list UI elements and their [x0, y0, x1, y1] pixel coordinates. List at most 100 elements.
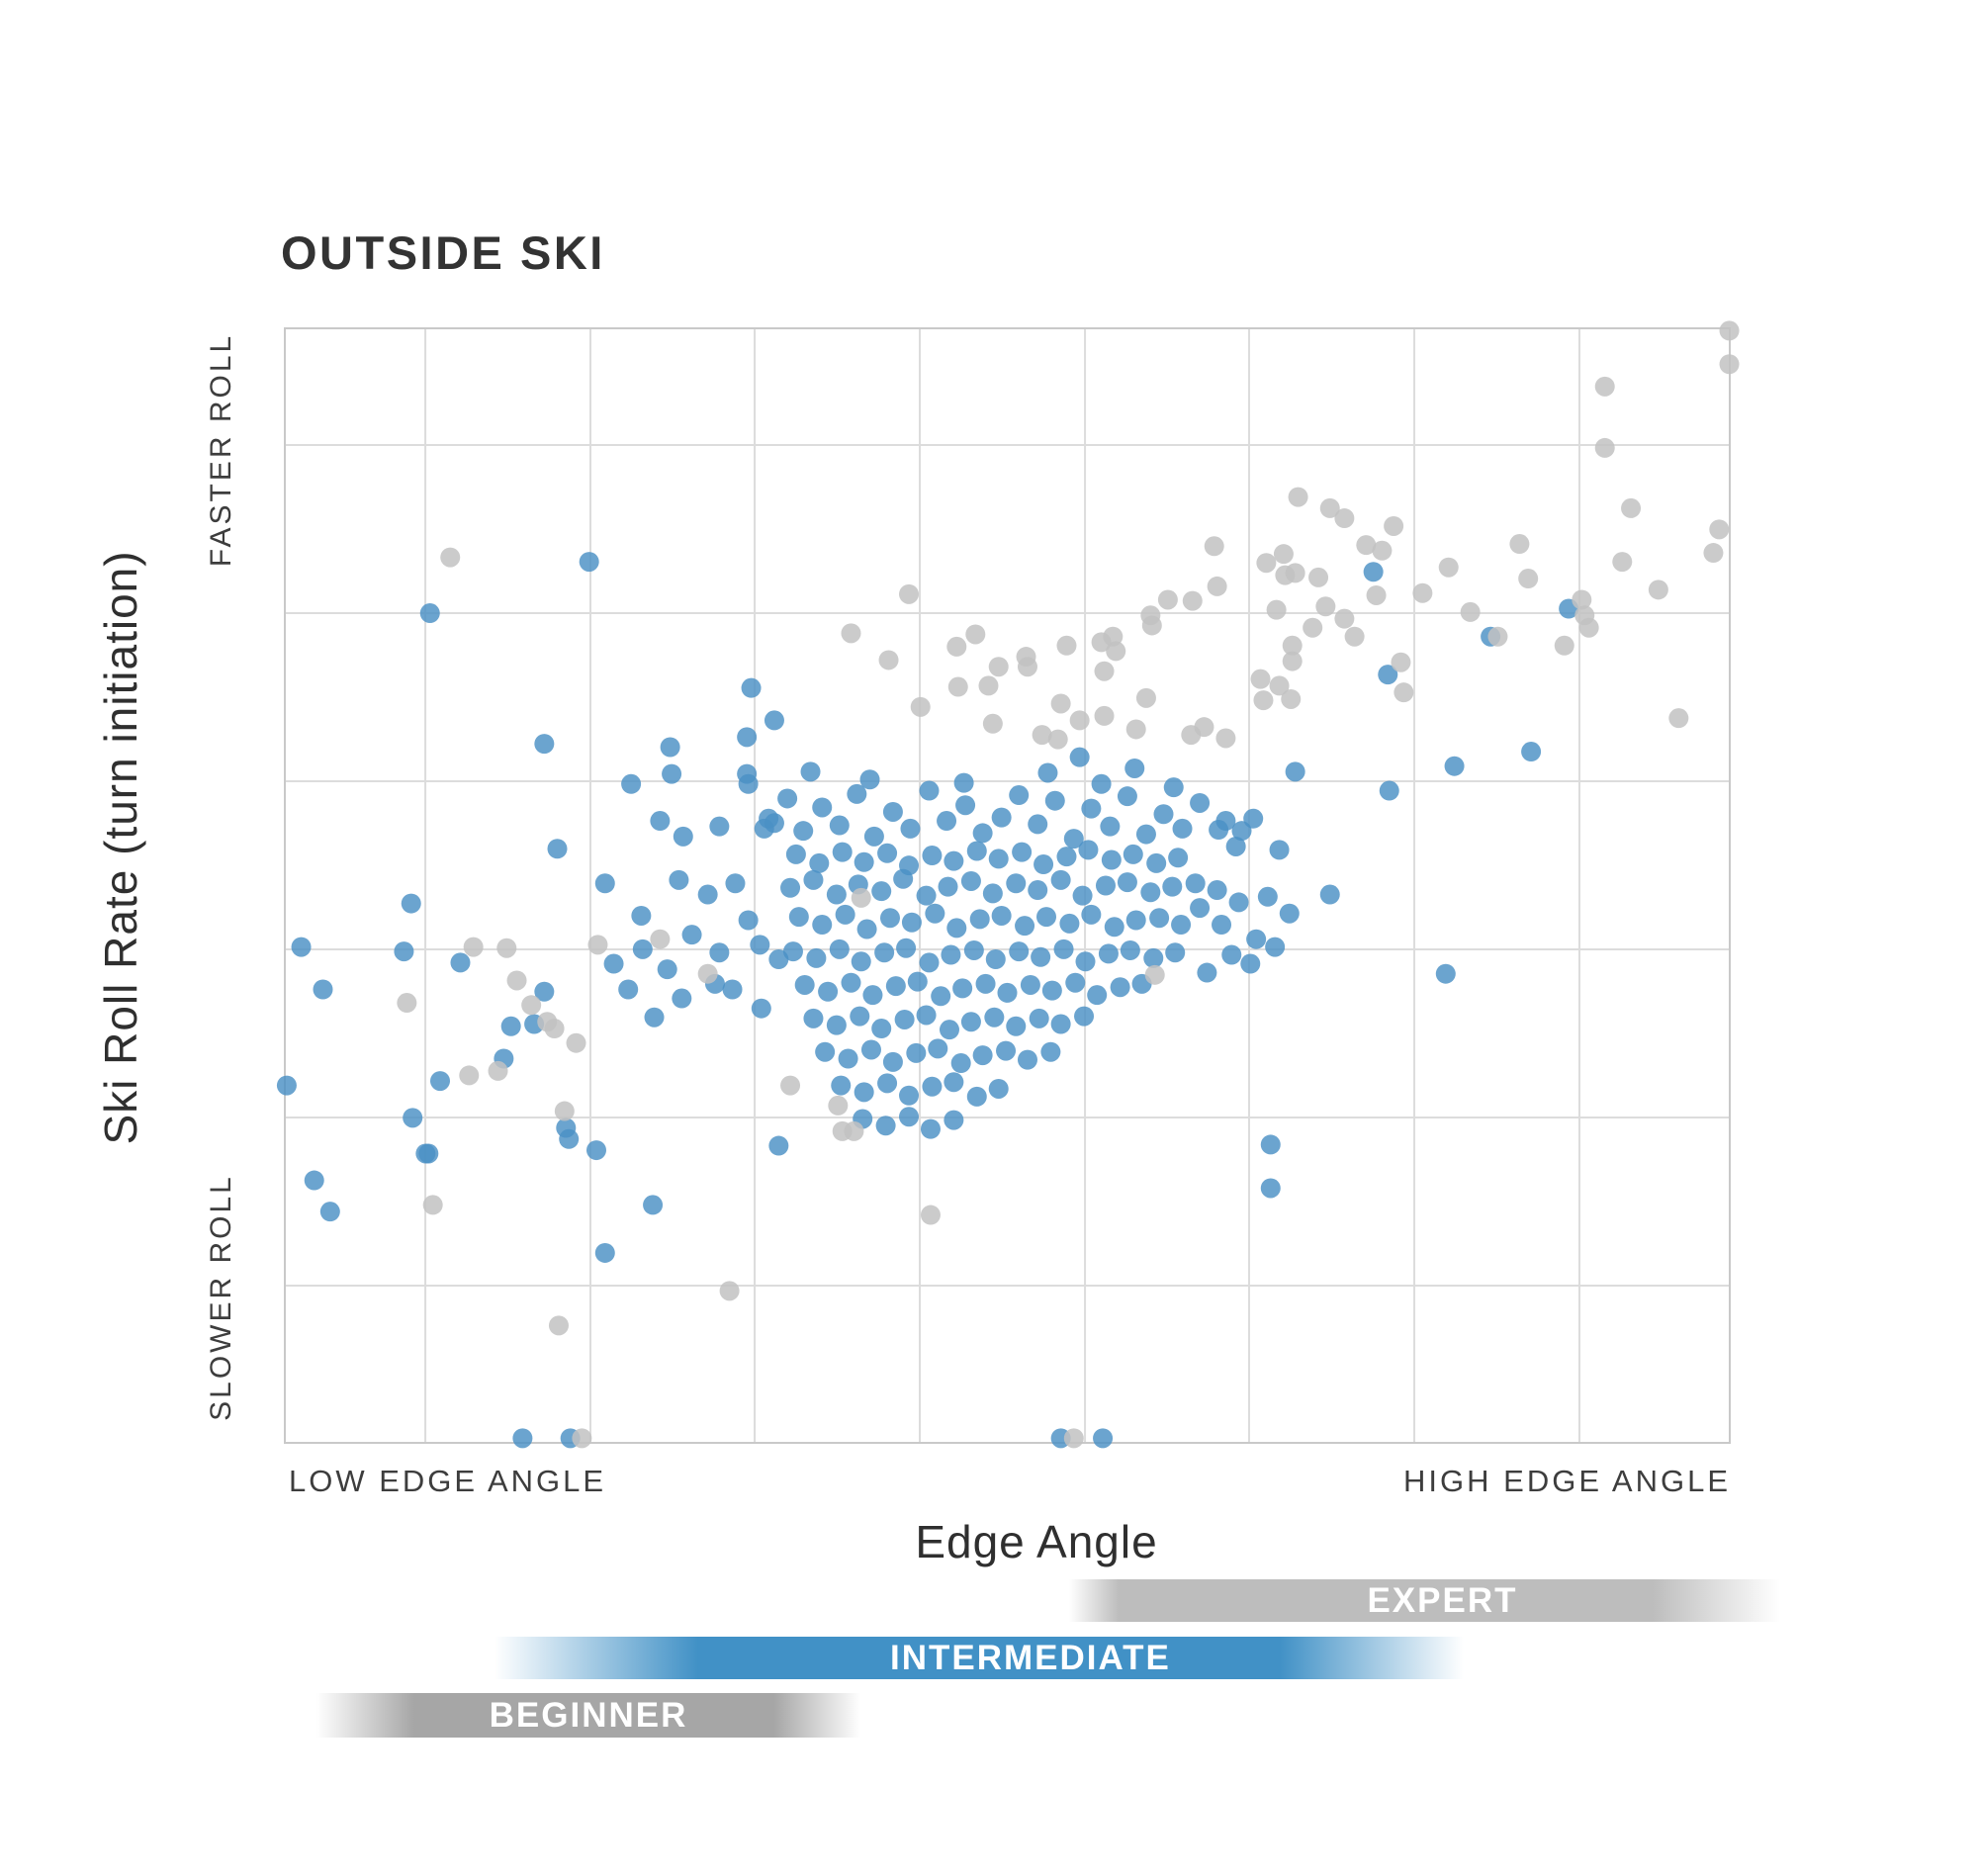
scatter-dot-expert-and-beginner: [1594, 376, 1615, 397]
scatter-dot-intermediate: [1521, 742, 1542, 762]
scatter-dot-intermediate: [969, 909, 990, 930]
scatter-dot-expert-and-beginner: [587, 935, 608, 955]
scatter-dot-intermediate: [1101, 849, 1122, 870]
scatter-dot-intermediate: [1063, 829, 1084, 849]
scatter-dot-intermediate: [803, 1008, 824, 1028]
scatter-dot-intermediate: [1117, 786, 1137, 807]
scatter-dot-intermediate: [966, 1086, 987, 1107]
scatter-dot-expert-and-beginner: [422, 1195, 443, 1215]
scatter-dot-intermediate: [894, 1009, 915, 1029]
scatter-dot-intermediate: [1009, 941, 1030, 962]
scatter-dot-intermediate: [879, 908, 900, 929]
x-axis-label-low-edge-angle: LOW EDGE ANGLE: [289, 1464, 607, 1498]
scatter-dot-intermediate: [660, 737, 680, 758]
scatter-dot-intermediate: [621, 773, 642, 794]
scatter-dot-expert-and-beginner: [544, 1019, 565, 1039]
scatter-dot-expert-and-beginner: [1275, 565, 1296, 585]
scatter-dot-intermediate: [725, 873, 746, 894]
scatter-dot-intermediate: [922, 1076, 943, 1097]
scatter-dot-intermediate: [709, 816, 730, 837]
scatter-dot-intermediate: [1036, 907, 1057, 928]
scatter-dot-intermediate: [534, 981, 555, 1002]
scatter-dot-expert-and-beginner: [965, 624, 986, 645]
scatter-dot-intermediate: [862, 985, 883, 1006]
legend-bar-beginner: BEGINNER: [316, 1693, 860, 1738]
scatter-dot-expert-and-beginner: [566, 1032, 586, 1053]
scatter-dot-intermediate: [276, 1075, 297, 1096]
scatter-dot-intermediate: [1040, 1041, 1061, 1062]
scatter-dot-expert-and-beginner: [1509, 534, 1530, 555]
scatter-dot-intermediate: [860, 1039, 881, 1060]
scatter-dot-intermediate: [1009, 785, 1030, 806]
scatter-dot-intermediate: [751, 998, 771, 1019]
scatter-dot-expert-and-beginner: [1460, 601, 1481, 622]
scatter-dot-intermediate: [922, 846, 943, 866]
scatter-dot-expert-and-beginner: [1032, 725, 1052, 746]
scatter-dot-intermediate: [1171, 915, 1192, 936]
scatter-dot-intermediate: [1149, 908, 1170, 929]
scatter-dot-intermediate: [650, 811, 671, 832]
legend-label-beginner: BEGINNER: [489, 1695, 688, 1735]
scatter-dot-intermediate: [899, 1107, 920, 1127]
scatter-dot-intermediate: [815, 1041, 836, 1062]
scatter-dot-intermediate: [586, 1140, 607, 1161]
scatter-dot-expert-and-beginner: [1069, 710, 1090, 731]
scatter-dot-expert-and-beginner: [1256, 553, 1277, 574]
scatter-dot-intermediate: [863, 826, 884, 847]
scatter-dot-intermediate: [960, 1012, 981, 1032]
scatter-dot-expert-and-beginner: [1719, 354, 1740, 375]
scatter-plot-svg: [276, 320, 1740, 1449]
scatter-dot-intermediate: [401, 893, 421, 914]
scatter-dot-intermediate: [1017, 1049, 1037, 1070]
legend-bar-expert: EXPERT: [1069, 1579, 1780, 1622]
scatter-dot-intermediate: [782, 941, 803, 962]
scatter-dot-intermediate: [403, 1108, 423, 1128]
scatter-dot-intermediate: [1279, 903, 1300, 924]
scatter-dot-intermediate: [1095, 875, 1116, 896]
scatter-dot-intermediate: [785, 844, 806, 864]
scatter-dot-intermediate: [944, 1072, 964, 1093]
scatter-dot-intermediate: [618, 979, 639, 1000]
scatter-dot-intermediate: [1098, 943, 1119, 964]
scatter-dot-intermediate: [832, 842, 853, 862]
scatter-dot-intermediate: [1093, 1428, 1114, 1449]
scatter-dot-expert-and-beginner: [1282, 635, 1303, 656]
scatter-dot-expert-and-beginner: [1181, 725, 1202, 746]
scatter-dot-intermediate: [394, 941, 414, 962]
scatter-dot-intermediate: [829, 938, 850, 959]
scatter-dot-intermediate: [975, 973, 996, 994]
scatter-dot-intermediate: [1050, 869, 1071, 890]
scatter-dot-intermediate: [1257, 886, 1278, 907]
scatter-dot-intermediate: [972, 823, 993, 844]
scatter-dot-expert-and-beginner: [1412, 582, 1433, 603]
scatter-plot-area: [276, 320, 1740, 1449]
scatter-dot-expert-and-beginner: [1621, 497, 1642, 518]
scatter-dot-expert-and-beginner: [496, 938, 517, 958]
scatter-dot-expert-and-beginner: [1017, 657, 1037, 677]
scatter-dot-expert-and-beginner: [463, 937, 484, 957]
scatter-dot-intermediate: [1212, 915, 1232, 936]
scatter-dot-intermediate: [900, 818, 921, 839]
x-axis-title: Edge Angle: [915, 1516, 1158, 1567]
scatter-dot-intermediate: [854, 1082, 874, 1103]
scatter-dot-intermediate: [738, 910, 759, 931]
scatter-dot-intermediate: [1207, 880, 1227, 901]
scatter-dot-intermediate: [430, 1071, 451, 1092]
scatter-dot-intermediate: [966, 841, 987, 861]
scatter-dot-intermediate: [899, 1085, 920, 1106]
scatter-dot-intermediate: [877, 843, 898, 863]
scatter-dot-intermediate: [916, 1005, 937, 1026]
scatter-dot-intermediate: [871, 881, 892, 902]
scatter-dot-intermediate: [885, 976, 906, 997]
scatter-dot-intermediate: [450, 952, 471, 973]
scatter-dot-intermediate: [950, 1053, 971, 1074]
scatter-dot-intermediate: [928, 1038, 948, 1059]
scatter-dot-expert-and-beginner: [946, 636, 967, 657]
scatter-dot-intermediate: [777, 788, 798, 809]
scatter-dot-intermediate: [826, 884, 847, 905]
scatter-dot-expert-and-beginner: [851, 887, 871, 908]
scatter-dot-intermediate: [812, 797, 833, 818]
scatter-dot-intermediate: [788, 907, 809, 928]
scatter-dot-intermediate: [988, 1078, 1009, 1099]
y-axis-label-faster-roll: FASTER ROLL: [205, 332, 237, 568]
